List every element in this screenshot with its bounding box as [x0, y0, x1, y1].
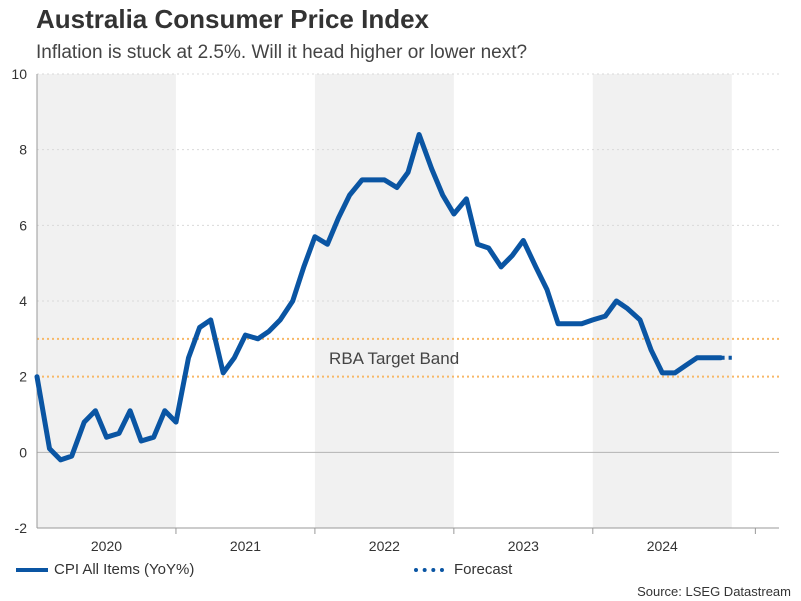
- legend-item-cpi[interactable]: CPI All Items (YoY%): [16, 561, 194, 578]
- y-tick-label: 4: [19, 293, 27, 309]
- x-tick-label-2021: 2021: [230, 538, 261, 554]
- y-tick-label: -2: [15, 520, 28, 536]
- y-tick-label: 10: [11, 66, 27, 82]
- legend-label-forecast: Forecast: [454, 561, 513, 578]
- axes: -2 0 2 4 6 8 10 2020 2021 2022 2023 2024: [11, 66, 779, 554]
- y-tick-label: 0: [19, 444, 27, 460]
- chart-title: Australia Consumer Price Index: [36, 4, 430, 34]
- x-tick-label-2022: 2022: [369, 538, 400, 554]
- chart-subtitle: Inflation is stuck at 2.5%. Will it head…: [36, 42, 528, 63]
- legend-label-cpi: CPI All Items (YoY%): [54, 561, 195, 578]
- legend-item-forecast[interactable]: Forecast: [414, 561, 512, 578]
- y-tick-label: 8: [19, 142, 27, 158]
- target-band: RBA Target Band: [37, 337, 779, 378]
- target-band-label: RBA Target Band: [329, 349, 459, 368]
- legend-swatch-dotted: [414, 567, 444, 572]
- source-note: Source: LSEG Datastream: [637, 584, 791, 599]
- x-tick-label-2023: 2023: [508, 538, 539, 554]
- series-line-cpi: [34, 132, 724, 463]
- x-tick-label-2024: 2024: [647, 538, 678, 554]
- legend-swatch-solid: [16, 567, 48, 572]
- series-lines: [34, 132, 732, 463]
- y-tick-label: 6: [19, 217, 27, 233]
- y-tick-label: 2: [19, 369, 27, 385]
- x-tick-label-2020: 2020: [91, 538, 122, 554]
